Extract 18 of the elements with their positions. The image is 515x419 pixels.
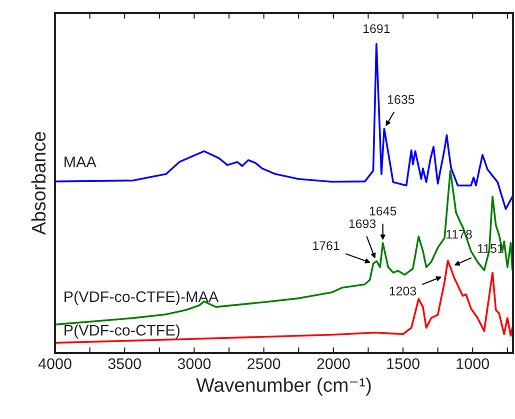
annotation: 1693: [349, 219, 376, 228]
x-axis-title: Wavenumber (cm⁻¹): [196, 378, 371, 396]
annotation: 1761: [313, 241, 340, 250]
series-label: MAA: [64, 156, 96, 168]
annotation: 1691: [363, 24, 390, 34]
series-label: P(VDF-co-CTFE)-MAA: [64, 290, 219, 306]
x-tick-label: 1000: [456, 358, 490, 370]
x-tick-label: 1500: [387, 358, 420, 370]
x-tick-label: 3000: [178, 358, 211, 370]
series-label: P(VDF-co-CTFE): [64, 324, 180, 339]
x-tick-label: 3500: [108, 358, 142, 370]
annotation: 1635: [388, 95, 414, 104]
x-tick-label: 4000: [38, 358, 72, 370]
x-tick-label: 2000: [317, 358, 350, 370]
x-tick-label: 2500: [248, 358, 280, 370]
annotation: 1645: [370, 206, 396, 216]
y-axis-title: Absorbance: [31, 132, 46, 235]
annotation: 1203: [390, 286, 416, 296]
